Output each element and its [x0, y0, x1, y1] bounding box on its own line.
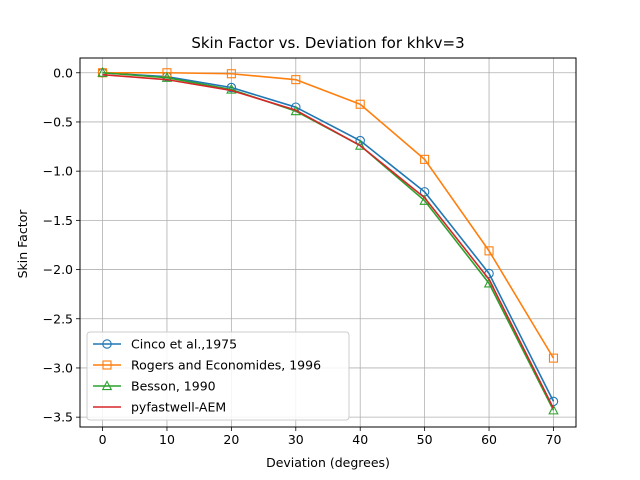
- data-point: [226, 82, 237, 93]
- data-point: [97, 66, 108, 77]
- legend-swatch-marker: [102, 360, 112, 370]
- y-tick-label: −3.5: [43, 410, 73, 425]
- x-tick-label: 50: [417, 432, 433, 447]
- legend-label: pyfastwell-AEM: [131, 400, 226, 415]
- legend-box: [86, 331, 350, 421]
- legend: Cinco et al.,1975 Rogers and Economides, …: [86, 331, 350, 421]
- x-axis-ticks: 0 10 20 30 40 50 60 70: [99, 427, 562, 447]
- legend-entry: Rogers and Economides, 1996: [93, 358, 321, 373]
- legend-entry: Cinco et al.,1975: [93, 337, 237, 352]
- y-tick-label: −2.0: [43, 262, 73, 277]
- x-tick-label: 10: [159, 432, 175, 447]
- y-tick-label: −1.0: [43, 164, 73, 179]
- data-point: [226, 69, 236, 79]
- x-axis-label: Deviation (degrees): [266, 455, 390, 470]
- data-point: [548, 404, 559, 415]
- x-tick-label: 20: [223, 432, 239, 447]
- legend-entry: pyfastwell-AEM: [93, 400, 226, 415]
- legend-entry: Besson, 1990: [93, 379, 216, 394]
- legend-swatch-marker: [101, 380, 113, 391]
- y-tick-label: −2.5: [43, 311, 73, 326]
- x-tick-label: 0: [99, 432, 107, 447]
- x-tick-label: 60: [481, 432, 497, 447]
- legend-label: Rogers and Economides, 1996: [131, 358, 321, 373]
- y-axis-label: Skin Factor: [15, 209, 30, 279]
- series-line: [102, 71, 555, 402]
- plot-frame: [79, 57, 577, 428]
- y-tick-label: 0.0: [53, 65, 73, 80]
- y-tick-label: −3.0: [43, 360, 73, 375]
- data-point: [226, 83, 237, 94]
- y-tick-label: −1.5: [43, 213, 73, 228]
- data-point: [355, 99, 365, 109]
- series-rogers-and-economides-1996: [97, 68, 559, 363]
- legend-swatch-marker: [102, 339, 112, 349]
- data-point: [161, 71, 173, 82]
- series-line: [102, 71, 555, 359]
- series-line: [102, 73, 555, 409]
- data-point: [162, 68, 172, 78]
- x-tick-label: 70: [546, 432, 562, 447]
- legend-label: Besson, 1990: [131, 379, 216, 394]
- y-axis-ticks: 0.0 −0.5 −1.0 −1.5 −2.0 −2.5 −3.0 −3.5: [43, 65, 80, 425]
- y-tick-label: −0.5: [43, 114, 73, 129]
- series-pyfastwell-aem: [102, 73, 555, 409]
- chart-title: Skin Factor vs. Deviation for khkv=3: [191, 34, 464, 52]
- data-point: [420, 154, 430, 164]
- data-point: [548, 353, 559, 363]
- data-point: [291, 75, 301, 85]
- series-layer: [97, 66, 559, 415]
- x-tick-label: 30: [288, 432, 304, 447]
- data-point: [484, 246, 494, 256]
- legend-label: Cinco et al.,1975: [131, 337, 237, 352]
- x-tick-label: 40: [352, 432, 368, 447]
